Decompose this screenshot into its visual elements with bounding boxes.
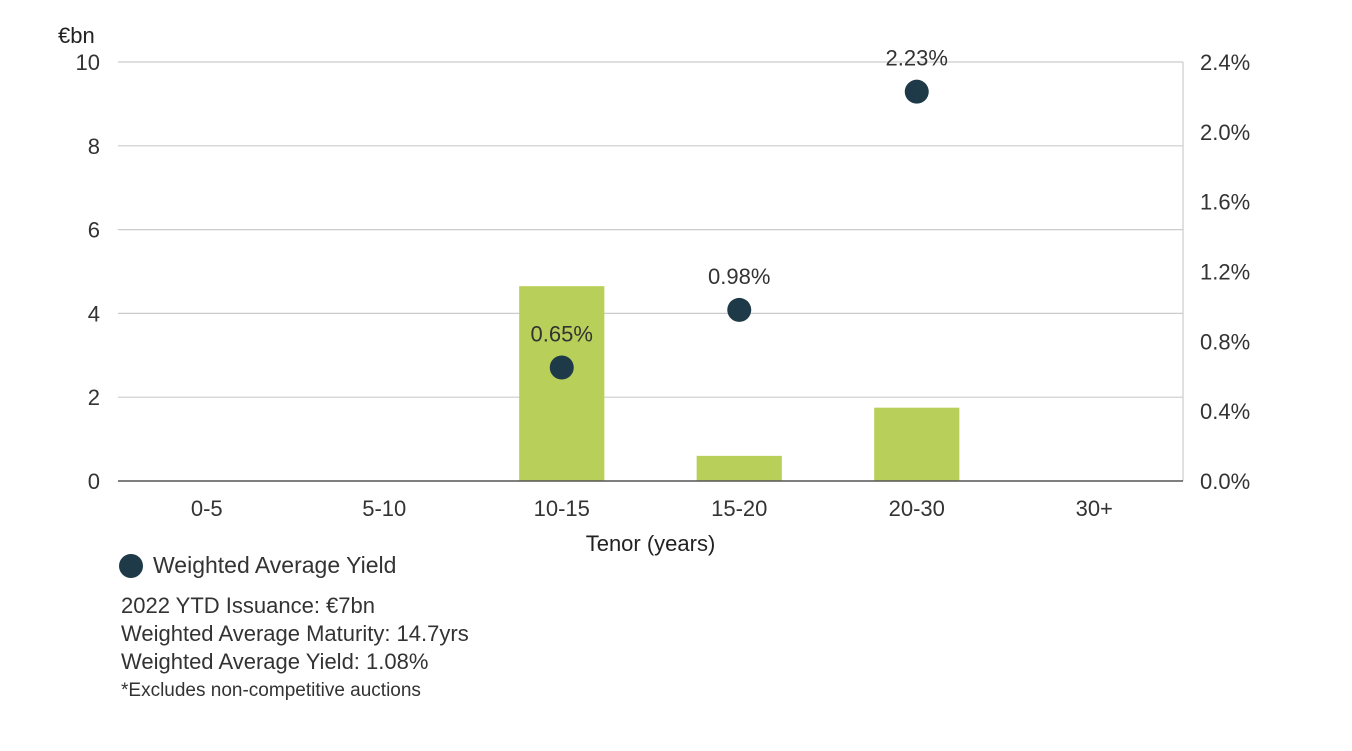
- note-weighted-average-yield: Weighted Average Yield: 1.08%: [121, 648, 469, 676]
- bar-15-20: [697, 456, 782, 481]
- x-tick-label: 30+: [1076, 496, 1113, 521]
- y-tick-label: 8: [88, 134, 100, 159]
- x-tick-label: 10-15: [534, 496, 590, 521]
- footnote: *Excludes non-competitive auctions: [121, 680, 469, 702]
- y-tick-label: 0: [88, 469, 100, 494]
- y2-tick-label: 1.2%: [1200, 260, 1250, 285]
- x-tick-label: 5-10: [362, 496, 406, 521]
- y-tick-label: 6: [88, 218, 100, 243]
- y2-tick-label: 2.0%: [1200, 120, 1250, 145]
- yield-data-label: 2.23%: [886, 46, 948, 71]
- y2-tick-label: 0.4%: [1200, 399, 1250, 424]
- yield-data-label: 0.98%: [708, 264, 770, 289]
- legend-marker-icon: [119, 554, 143, 578]
- x-tick-label: 15-20: [711, 496, 767, 521]
- chart-legend: Weighted Average Yield: [119, 552, 396, 579]
- x-tick-label: 20-30: [889, 496, 945, 521]
- y2-tick-label: 0.0%: [1200, 469, 1250, 494]
- y2-tick-label: 0.8%: [1200, 329, 1250, 354]
- yield-point-10-15: [550, 356, 574, 380]
- yield-data-label: 0.65%: [531, 322, 593, 347]
- y-tick-label: 10: [76, 50, 100, 75]
- note-weighted-average-maturity: Weighted Average Maturity: 14.7yrs: [121, 620, 469, 648]
- y2-tick-label: 2.4%: [1200, 50, 1250, 75]
- bar-20-30: [874, 408, 959, 481]
- x-axis-title: Tenor (years): [586, 531, 716, 556]
- note-ytd-issuance: 2022 YTD Issuance: €7bn: [121, 592, 469, 620]
- y-tick-label: 4: [88, 301, 100, 326]
- yield-point-20-30: [905, 80, 929, 104]
- legend-label: Weighted Average Yield: [153, 552, 396, 579]
- y-tick-label: 2: [88, 385, 100, 410]
- bar-10-15: [519, 286, 604, 481]
- summary-notes: 2022 YTD Issuance: €7bn Weighted Average…: [121, 592, 469, 702]
- y-axis-title: €bn: [58, 23, 95, 48]
- y2-tick-label: 1.6%: [1200, 190, 1250, 215]
- yield-point-15-20: [727, 298, 751, 322]
- x-tick-label: 0-5: [191, 496, 223, 521]
- combo-chart: 0 2 4 6 8 10 0.0% 0.4% 0.8% 1.2% 1.6% 2.0% 2.4% 0-5 5-…: [0, 0, 1352, 560]
